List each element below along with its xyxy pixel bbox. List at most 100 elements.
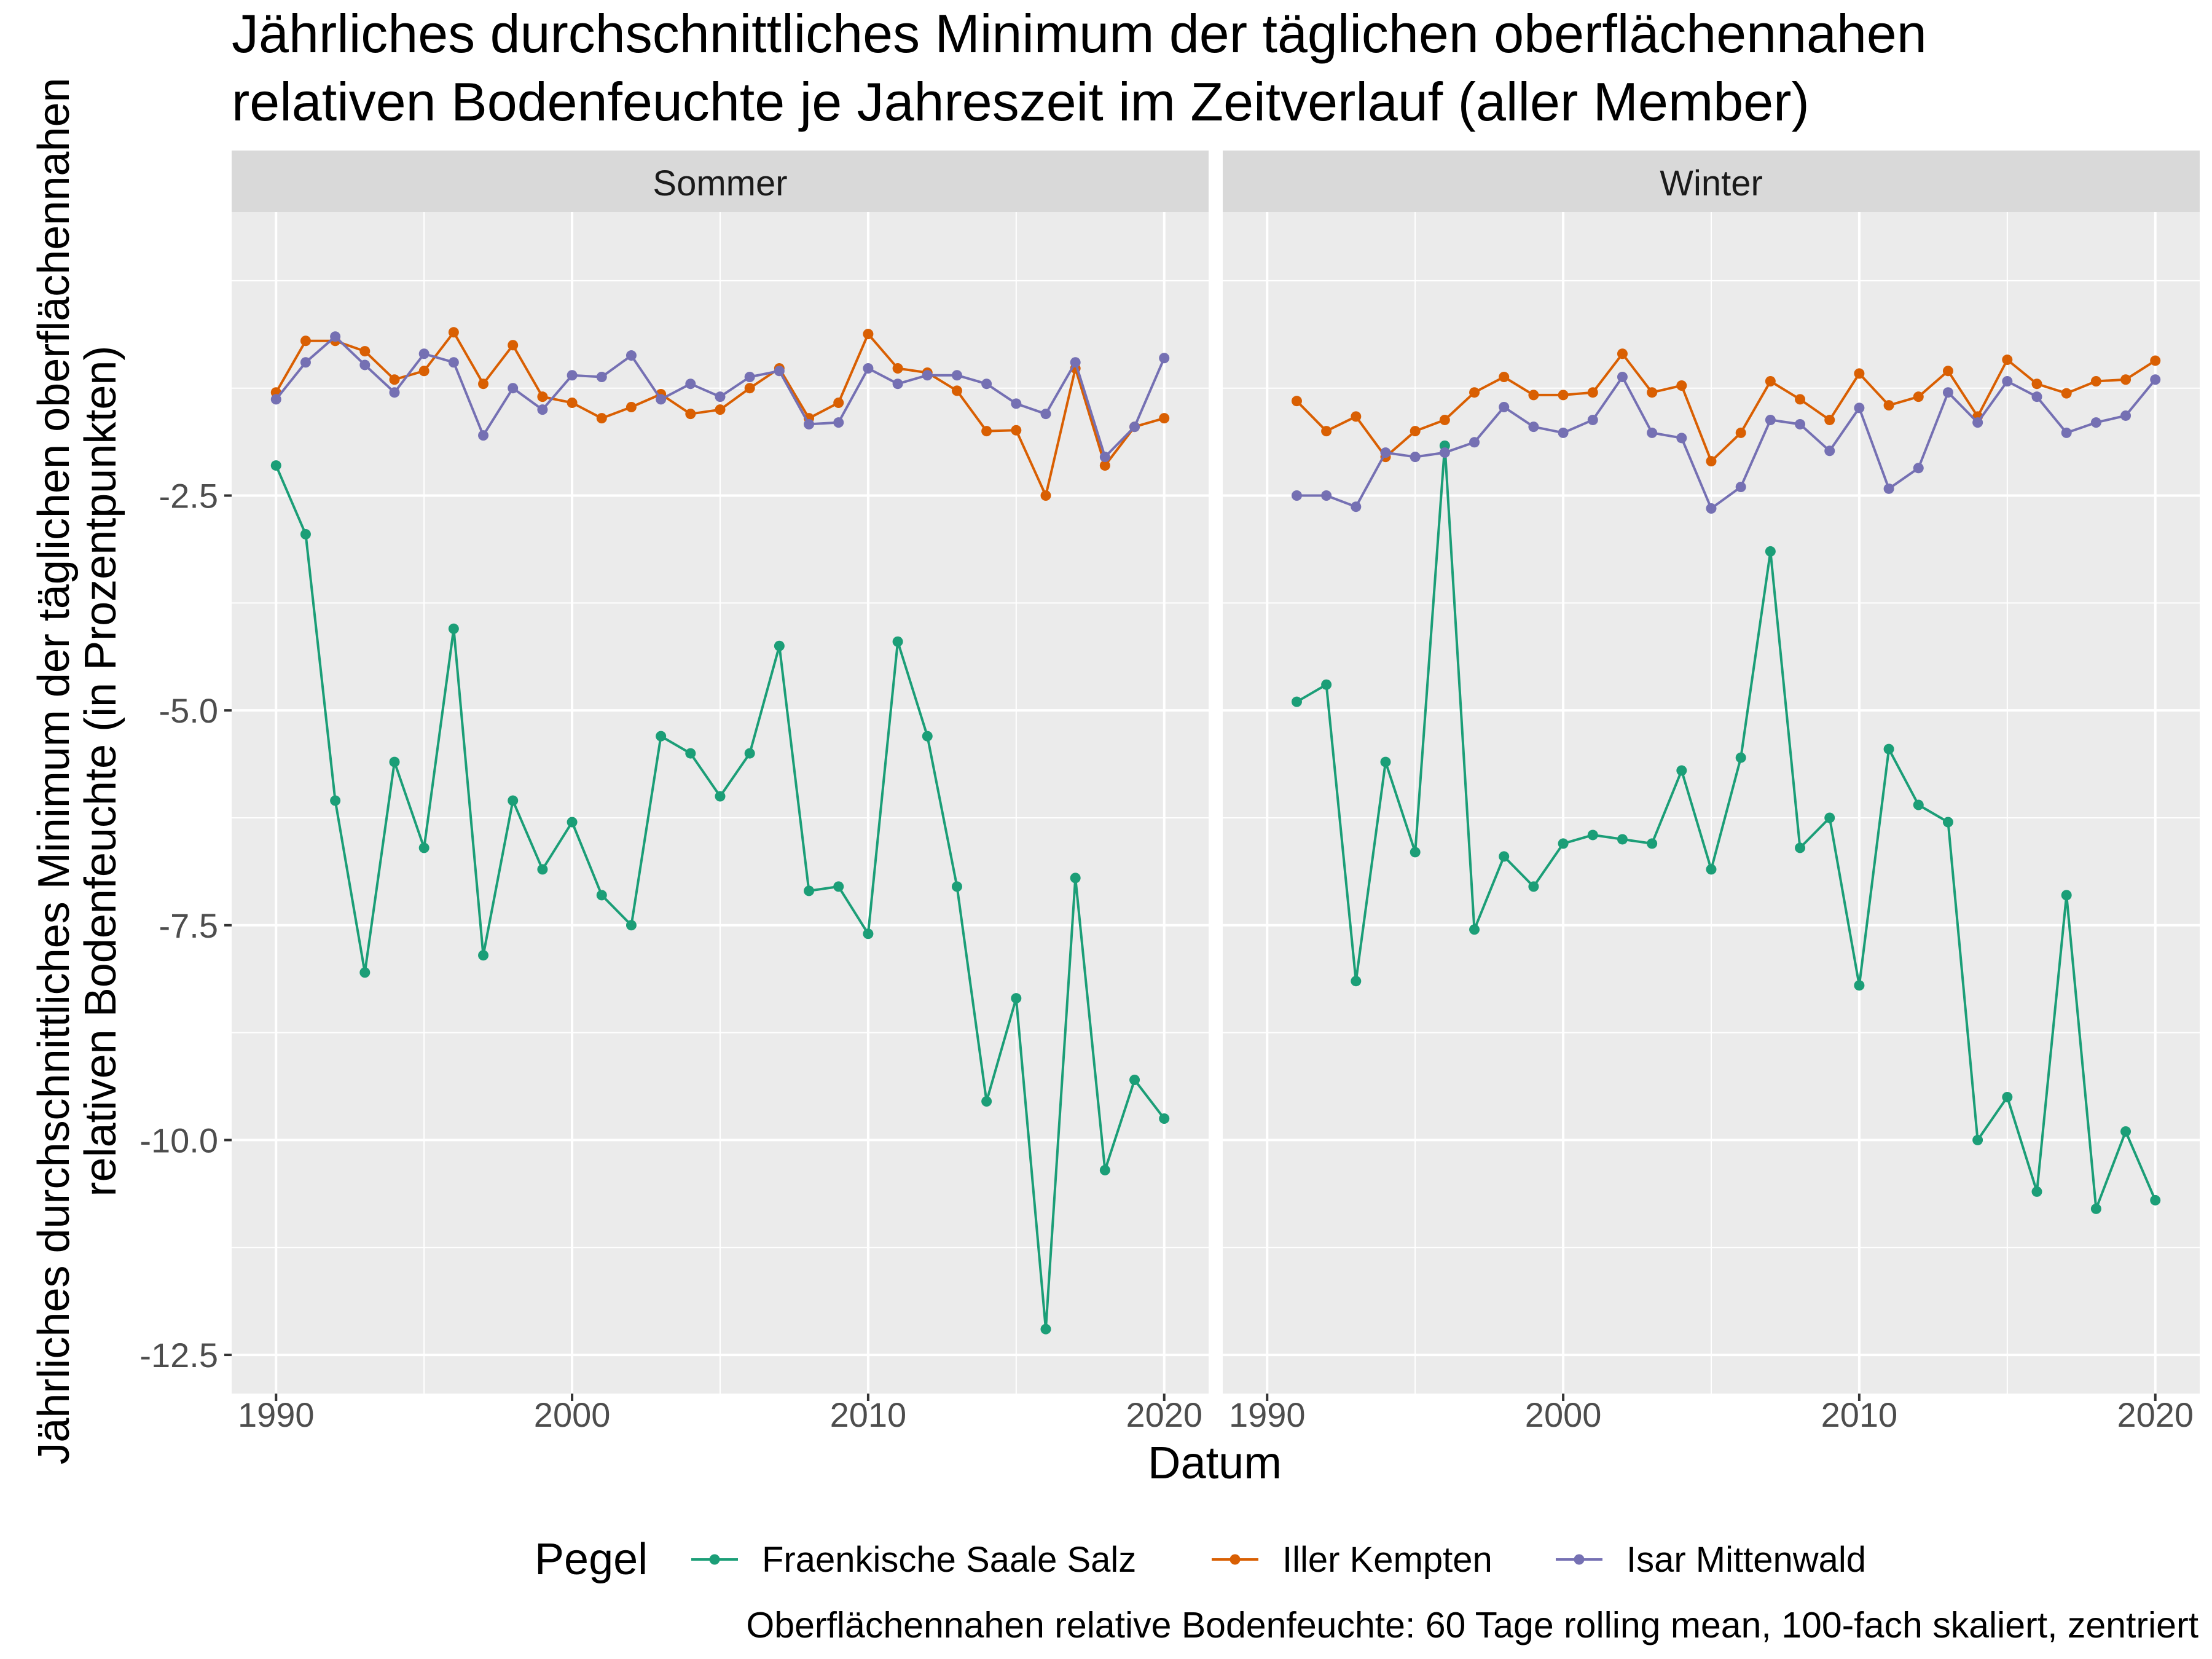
data-point [300,528,311,539]
data-point [359,359,371,371]
legend-label: Iller Kempten [1282,1540,1492,1580]
data-point [567,397,578,408]
data-point [1159,413,1170,424]
data-point [1706,456,1717,467]
data-point [951,370,962,381]
series-isar-mittenwald [1291,372,2161,514]
data-point [922,370,933,381]
data-point [951,385,962,396]
data-point [359,967,371,978]
data-point [1913,463,1924,474]
data-point [656,394,667,405]
data-point [1380,447,1391,458]
data-point [2061,427,2072,438]
data-point [1647,427,1658,438]
data-point [715,391,726,402]
data-point [1291,396,1302,407]
data-point [1765,414,1776,425]
data-point [2150,1194,2161,1206]
data-point [1351,411,1362,422]
data-point [951,881,962,892]
data-point [1587,830,1598,841]
y-tick-label: -2.5 [159,477,219,516]
y-tick-label: -5.0 [159,691,219,730]
data-point [1587,414,1598,425]
x-tick-label: 1990 [238,1395,315,1434]
data-point [1972,1134,1983,1145]
data-point [1824,414,1835,425]
chart-title: Jährliches durchschnittliches Minimum de… [232,3,1927,64]
data-point [1617,348,1628,359]
data-point [744,372,755,383]
data-point [567,817,578,828]
y-tick-label: -7.5 [159,906,219,945]
data-point [626,401,637,412]
y-axis: -2.5 -5.0 -7.5 -10.0 -12.5 [139,477,232,1375]
data-point [1824,812,1835,823]
data-point [448,327,459,338]
data-point [1410,452,1421,463]
data-point [1854,402,1865,414]
data-point [2120,1126,2132,1137]
data-point [685,378,696,390]
data-point [2090,1203,2101,1214]
series-line [1296,352,2156,463]
data-point [1439,414,1450,425]
data-point [1647,387,1658,398]
facet-panel-winter: Winter 1990 2000 2010 2020 [1223,151,2200,1434]
legend-title: Pegel [535,1535,648,1584]
data-point [1558,427,1569,438]
data-point [1499,851,1510,862]
data-point [1647,838,1658,849]
data-point [1499,401,1510,412]
chart-title-line2: relativen Bodenfeuchte je Jahreszeit im … [232,71,1810,132]
facet-strip-label: Sommer [653,163,787,203]
data-point [1913,391,1924,402]
data-point [1528,881,1539,892]
data-point [596,372,607,383]
data-point [1291,696,1302,707]
data-point [1854,980,1865,991]
data-point [300,335,311,347]
data-point [2002,376,2013,387]
legend-label: Isar Mittenwald [1626,1540,1866,1580]
data-point [508,340,519,351]
data-point [2090,417,2101,428]
data-point [892,636,903,647]
data-point [1129,1075,1140,1086]
data-point [1795,418,1806,429]
data-point [2002,1092,2013,1103]
data-point [1040,409,1051,420]
data-point [685,409,696,420]
data-point [1617,372,1628,383]
data-point [1676,433,1687,444]
data-point [833,881,844,892]
legend: Pegel Fraenkische Saale Salz Iller Kempte… [535,1535,1866,1584]
data-point [1469,924,1480,935]
series-isar-mittenwald [270,331,1170,463]
data-point [1765,376,1776,387]
data-point [1410,426,1421,437]
x-tick-label: 2010 [830,1395,907,1434]
data-point [744,748,755,759]
data-point [1321,679,1332,690]
x-tick-label: 2000 [1525,1395,1602,1434]
series-iller-kempten [1291,348,2161,467]
data-point [537,391,548,402]
data-point [270,394,281,405]
y-axis-title: Jährliches durchschnittliches Minimum de… [29,77,125,1464]
data-point [715,404,726,415]
data-point [1676,380,1687,391]
data-point [1040,490,1051,501]
x-tick-label: 2000 [534,1395,611,1434]
data-point [1735,427,1746,438]
data-point [1528,390,1539,401]
legend-item: Isar Mittenwald [1556,1540,1866,1580]
data-point [1291,490,1302,501]
data-point [1795,842,1806,853]
data-point [626,350,637,361]
data-point [596,890,607,901]
facet-panel-sommer: Sommer 1990 2000 2010 2020 [232,151,1209,1434]
data-point [804,418,815,429]
data-point [892,363,903,374]
